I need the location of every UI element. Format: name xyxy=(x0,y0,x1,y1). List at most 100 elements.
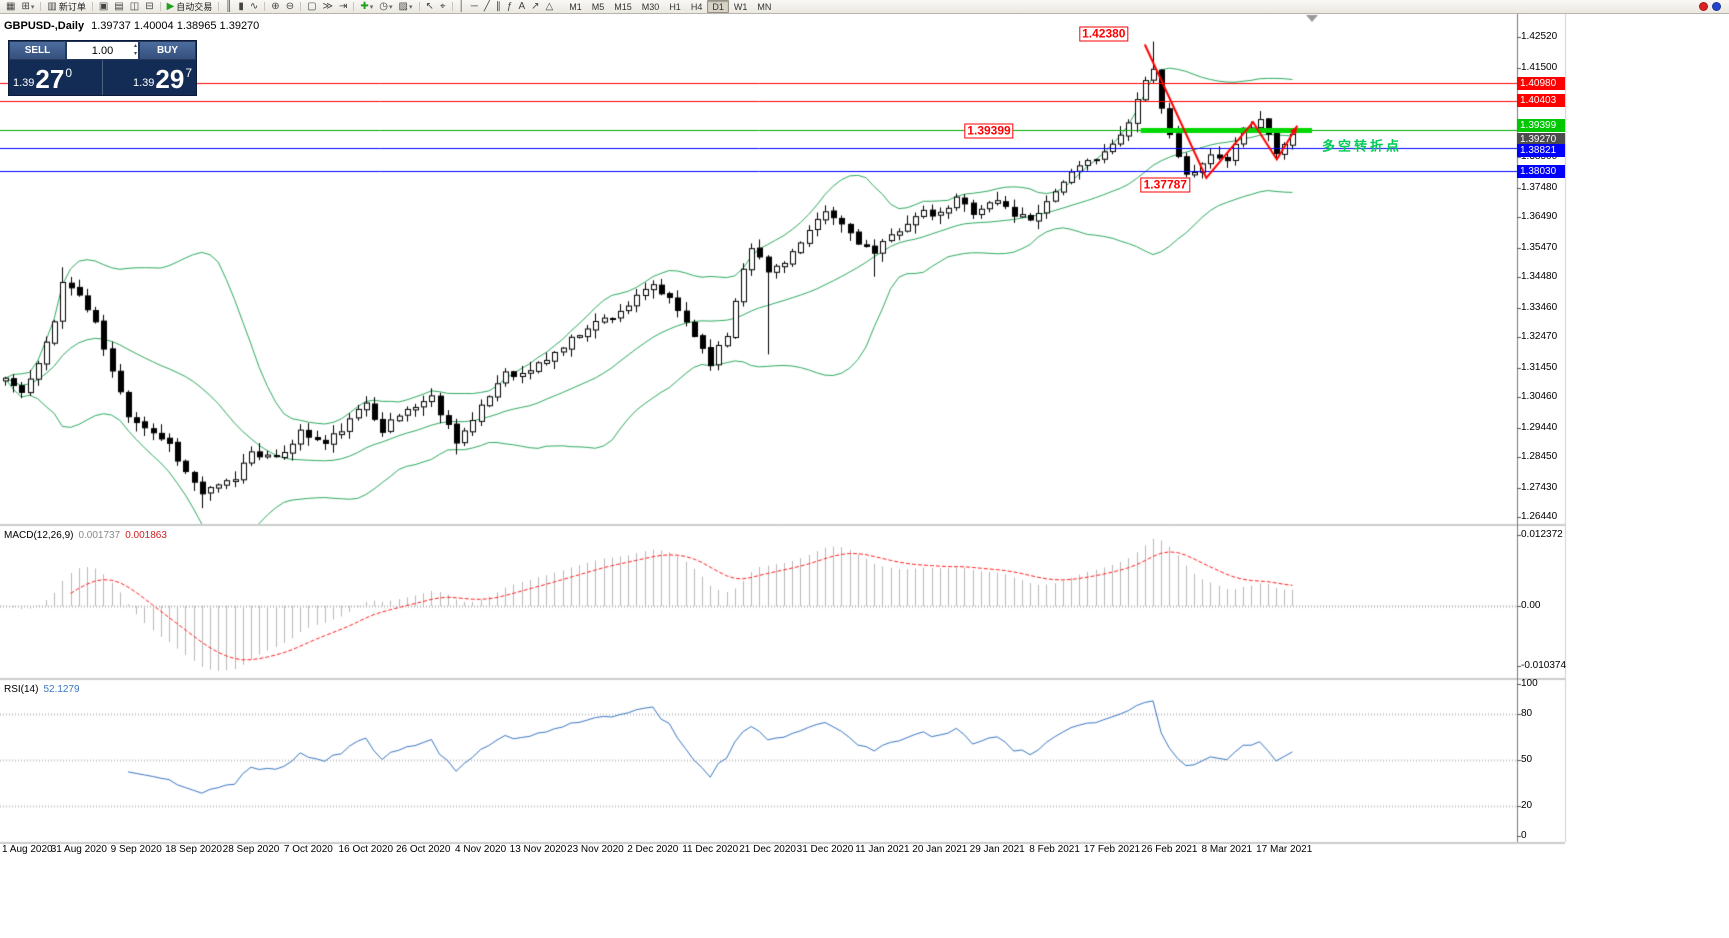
price-annotation[interactable]: 1.39399 xyxy=(964,123,1014,139)
candlestick-chart-icon[interactable]: ▮ xyxy=(235,0,247,13)
date-label: 31 Aug 2020 xyxy=(50,844,107,855)
date-label: 28 Sep 2020 xyxy=(222,844,280,855)
price-tick-label: 1.34480 xyxy=(1521,271,1558,283)
horizontal-line-icon[interactable]: ─ xyxy=(468,0,481,13)
price-annotation[interactable]: 1.37787 xyxy=(1140,177,1190,193)
date-label: 17 Mar 2021 xyxy=(1256,844,1313,855)
timeframe-button-M1[interactable]: M1 xyxy=(569,2,582,12)
channel-icon: ∥ xyxy=(495,0,501,12)
navigator-icon: ◫ xyxy=(129,0,140,12)
toolbar-buttons: ▦ ⊞ ▾ ▥ 新订单 ▣ ▤ ◫ ⊟ ▶ 自动交易 ║ ▮ ∿ ⊕ ⊖ ▢ ≫ ⇥ ✚ ▾ ◷ ▾ ▨ ▾ ↖ ⌖ │ ─ ╱ ∥ ƒ A ↗ △ xyxy=(3,0,556,13)
bar-chart-icon: ║ xyxy=(225,0,233,12)
templates-button[interactable]: ▨ ▾ xyxy=(396,0,416,13)
lot-size-field[interactable]: 1.00 ▴ ▾ xyxy=(66,41,139,60)
fibonacci-icon: ƒ xyxy=(506,0,513,12)
timeframe-button-M15[interactable]: M15 xyxy=(614,2,632,12)
channel-icon[interactable]: ∥ xyxy=(493,0,504,13)
toolbar-separator xyxy=(418,2,420,11)
date-label: 8 Mar 2021 xyxy=(1201,844,1253,855)
turning-point-note[interactable]: 多空转折点 xyxy=(1322,138,1403,154)
bar-chart-icon[interactable]: ║ xyxy=(222,0,235,13)
auto-trading-icon: ▶ xyxy=(166,0,175,12)
cursor-icon[interactable]: ↖ xyxy=(423,0,437,13)
charts-grid-icon[interactable]: ▦ xyxy=(3,0,18,13)
new-chart-icon[interactable]: ⊞ ▾ xyxy=(18,0,37,13)
periods-button[interactable]: ◷ ▾ xyxy=(376,0,395,13)
chart-shift-icon[interactable]: ⇥ xyxy=(336,0,350,13)
data-window-icon: ▤ xyxy=(114,0,124,12)
auto-trading-button[interactable]: ▶ 自动交易 xyxy=(164,0,216,13)
timeframe-button-W1[interactable]: W1 xyxy=(733,2,748,12)
rsi-axis-label: 20 xyxy=(1521,799,1533,811)
timeframe-button-M5[interactable]: M5 xyxy=(591,2,605,12)
zoom-in-icon[interactable]: ⊕ xyxy=(268,0,282,13)
date-label: 2 Dec 2020 xyxy=(627,844,679,855)
rsi-axis-label: 50 xyxy=(1521,754,1533,765)
date-label: 1 Aug 2020 xyxy=(2,844,53,855)
zoom-out-icon[interactable]: ⊖ xyxy=(283,0,297,13)
status-blue-icon[interactable] xyxy=(1712,2,1721,11)
terminal-icon[interactable]: ⊟ xyxy=(142,0,156,13)
tile-windows-icon[interactable]: ▢ xyxy=(304,0,319,13)
timeframe-button-M30[interactable]: M30 xyxy=(641,2,660,12)
price-tag: 1.38821 xyxy=(1517,144,1565,158)
price-annotation[interactable]: 1.42380 xyxy=(1079,26,1129,42)
crosshair-icon[interactable]: ⌖ xyxy=(437,0,449,13)
new-order-button-label: 新订单 xyxy=(58,2,86,12)
sell-button[interactable]: SELL xyxy=(9,41,66,60)
market-watch-icon[interactable]: ▣ xyxy=(96,0,111,13)
tile-windows-icon: ▢ xyxy=(307,0,317,12)
text-icon[interactable]: A xyxy=(515,0,528,13)
line-chart-icon[interactable]: ∿ xyxy=(247,0,261,13)
chart-window: GBPUSD-,Daily 1.39737 1.40004 1.38965 1.3… xyxy=(0,14,1729,938)
auto-scroll-icon: ≫ xyxy=(322,0,333,12)
timeframe-button-H4[interactable]: H4 xyxy=(690,2,703,12)
timeframe-button-MN[interactable]: MN xyxy=(757,2,772,12)
toolbar-separator xyxy=(451,2,453,11)
macd-signal-value: 0.001863 xyxy=(125,530,167,541)
buy-button[interactable]: BUY xyxy=(139,41,196,60)
rsi-axis-label: 80 xyxy=(1521,708,1533,720)
fibonacci-icon[interactable]: ƒ xyxy=(504,0,516,13)
new-order-button[interactable]: ▥ 新订单 xyxy=(44,0,88,13)
auto-scroll-icon[interactable]: ≫ xyxy=(320,0,336,13)
new-order-icon: ▥ xyxy=(47,0,57,12)
price-tick-label: 1.28450 xyxy=(1521,451,1558,463)
timeframe-button-D1[interactable]: D1 xyxy=(707,0,729,13)
periods-icon: ◷ xyxy=(379,0,389,12)
price-chart-canvas[interactable] xyxy=(0,14,1729,938)
chevron-down-icon: ▾ xyxy=(389,3,393,11)
chart-shift-icon: ⇥ xyxy=(339,0,348,12)
lot-decrease-button[interactable]: ▾ xyxy=(133,51,137,57)
horizontal-line-icon: ─ xyxy=(470,0,478,12)
vertical-line-icon[interactable]: │ xyxy=(456,0,468,13)
price-tag: 1.39270 xyxy=(1517,132,1565,146)
ask-price: 1.39 29 7 xyxy=(102,60,196,95)
lot-increase-button[interactable]: ▴ xyxy=(133,43,137,49)
trendline-icon[interactable]: ╱ xyxy=(481,0,493,13)
symbol-period-label: GBPUSD-,Daily xyxy=(4,20,85,32)
shapes-icon[interactable]: △ xyxy=(543,0,557,13)
timeframe-bar: M1 M5 M15 M30 H1 H4 D1 W1 MN xyxy=(564,0,776,13)
rsi-indicator-label: RSI(14) 52.1279 xyxy=(4,684,80,695)
chevron-down-icon: ▾ xyxy=(30,3,35,11)
navigator-icon[interactable]: ◫ xyxy=(127,0,142,13)
shapes-icon: △ xyxy=(545,0,554,12)
toolbar-separator xyxy=(353,2,355,11)
date-label: 21 Dec 2020 xyxy=(739,844,796,855)
status-red-icon[interactable] xyxy=(1699,2,1708,11)
price-tick-label: 1.32470 xyxy=(1521,331,1558,343)
timeframe-button-H1[interactable]: H1 xyxy=(669,2,681,12)
arrows-icon[interactable]: ↗ xyxy=(528,0,542,13)
date-label: 31 Dec 2020 xyxy=(796,844,854,855)
date-label: 16 Oct 2020 xyxy=(338,844,394,855)
price-tick-label: 1.27430 xyxy=(1521,481,1558,493)
terminal-icon: ⊟ xyxy=(145,0,154,12)
date-label: 26 Feb 2021 xyxy=(1141,844,1198,855)
indicators-button[interactable]: ✚ ▾ xyxy=(357,0,376,13)
market-watch-icon: ▣ xyxy=(98,0,109,12)
date-label: 23 Nov 2020 xyxy=(567,844,624,855)
rsi-axis-label: 100 xyxy=(1521,678,1538,689)
one-click-trading-panel: SELL 1.00 ▴ ▾ BUY 1.39 27 0 1.39 29 7 xyxy=(8,40,197,96)
data-window-icon[interactable]: ▤ xyxy=(111,0,126,13)
